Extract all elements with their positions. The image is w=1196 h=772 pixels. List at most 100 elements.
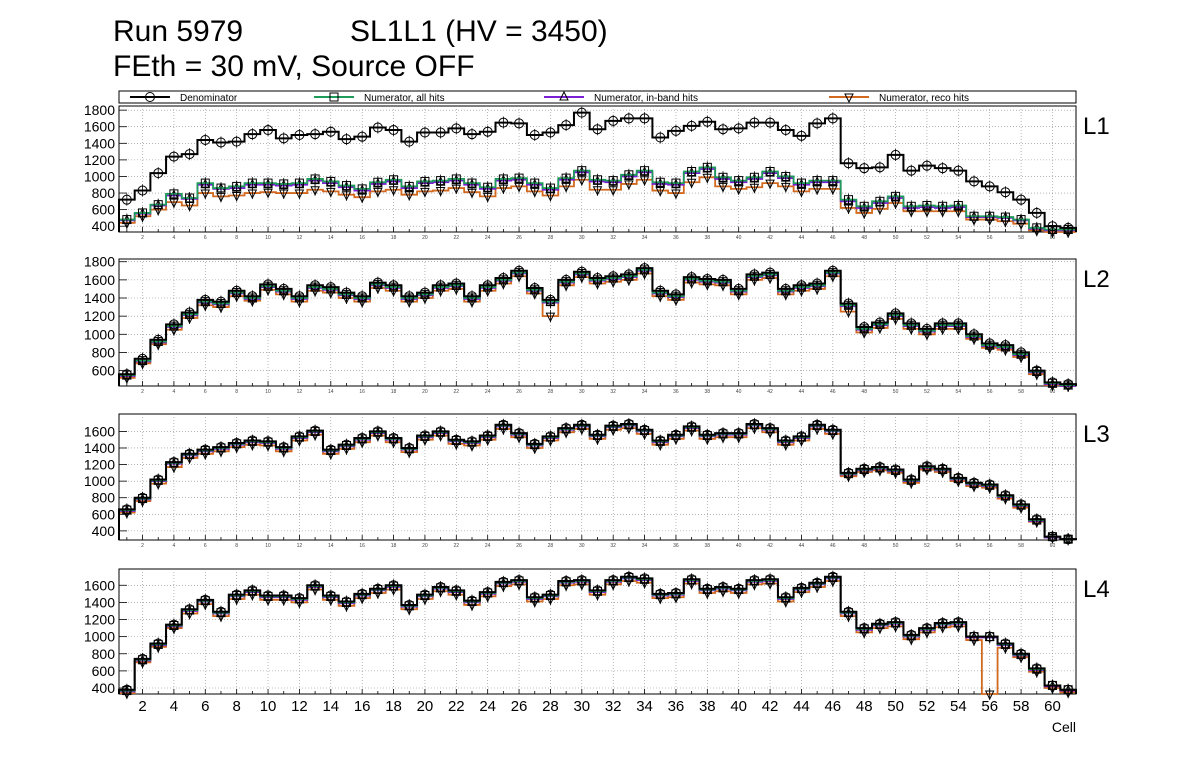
data-point	[372, 426, 383, 437]
x-tick-label: 6	[204, 389, 207, 395]
data-point	[325, 444, 336, 455]
data-point	[419, 430, 430, 441]
data-point	[215, 606, 226, 617]
x-tick-label: 60	[1044, 698, 1061, 715]
series-line	[118, 176, 1076, 233]
data-point	[545, 294, 556, 305]
data-point	[1000, 638, 1011, 649]
data-point	[561, 120, 572, 131]
data-point	[168, 319, 179, 330]
y-tick-label: 800	[92, 646, 116, 662]
data-point	[921, 461, 932, 472]
data-point	[780, 592, 791, 603]
x-tick-label: 60	[1050, 389, 1056, 395]
data-point	[859, 463, 870, 474]
x-tick-label: 60	[1050, 543, 1056, 549]
data-point	[937, 163, 948, 174]
data-point	[827, 571, 838, 582]
data-point	[733, 123, 744, 134]
x-tick-label: 6	[204, 543, 207, 549]
data-point	[514, 265, 525, 276]
data-point	[184, 448, 195, 459]
data-point	[702, 273, 713, 284]
x-tick-label: 46	[830, 389, 836, 395]
panel-label: L4	[1083, 576, 1110, 603]
x-tick-label: 38	[705, 235, 711, 241]
x-tick-label: 56	[987, 235, 993, 241]
x-tick-label: 16	[359, 543, 365, 549]
data-point	[1031, 207, 1042, 218]
y-tick-label: 1400	[84, 440, 115, 456]
data-point	[969, 329, 980, 340]
x-tick-label: 14	[322, 698, 339, 715]
data-point	[310, 174, 320, 184]
data-point	[153, 334, 164, 345]
data-point	[843, 298, 854, 309]
data-point	[639, 113, 650, 124]
data-point	[843, 467, 854, 478]
x-tick-label: 12	[297, 543, 303, 549]
data-point	[294, 593, 305, 604]
legend-entry: Numerator, reco hits	[829, 93, 969, 104]
data-point	[639, 573, 650, 584]
data-point	[1000, 490, 1011, 501]
data-point	[467, 178, 477, 188]
data-point	[624, 170, 634, 180]
data-point	[623, 571, 634, 582]
x-tick-label: 8	[235, 235, 238, 241]
data-point	[169, 189, 179, 199]
data-point	[388, 580, 399, 591]
data-point	[670, 289, 681, 300]
data-point	[890, 464, 901, 475]
x-tick-label: 58	[1013, 698, 1030, 715]
data-point	[937, 617, 948, 628]
data-point	[733, 428, 744, 439]
data-point	[686, 574, 697, 585]
data-point	[639, 424, 650, 435]
y-tick-label: 1400	[84, 135, 115, 151]
data-point	[215, 137, 226, 148]
data-point	[451, 174, 461, 184]
data-point	[796, 178, 806, 188]
data-point	[529, 592, 540, 603]
x-tick-label: 40	[736, 543, 742, 549]
data-point	[153, 200, 163, 210]
x-tick-label: 28	[542, 698, 559, 715]
x-tick-label: 20	[422, 235, 428, 241]
y-tick-label: 400	[92, 680, 116, 696]
y-tick-label: 1600	[84, 119, 115, 135]
data-point	[451, 123, 462, 134]
x-tick-label: 4	[173, 389, 176, 395]
data-point	[687, 166, 697, 176]
y-tick-label: 800	[92, 490, 116, 506]
data-point	[357, 184, 367, 194]
data-point	[137, 492, 148, 503]
data-point	[749, 117, 760, 128]
x-tick-label: 24	[485, 543, 491, 549]
data-point	[576, 107, 587, 118]
y-tick-label: 1000	[84, 629, 115, 645]
x-tick-label: 10	[260, 698, 277, 715]
data-point	[498, 117, 509, 128]
data-point	[482, 430, 493, 441]
x-tick-label: 12	[297, 235, 303, 241]
data-point	[294, 431, 305, 442]
data-point	[969, 631, 980, 642]
data-point	[357, 291, 368, 302]
data-point	[1047, 531, 1058, 542]
x-tick-label: 36	[673, 389, 679, 395]
x-tick-label: 36	[673, 543, 679, 549]
x-tick-label: 32	[610, 235, 616, 241]
data-point	[984, 479, 995, 490]
data-point	[482, 587, 493, 598]
x-tick-label: 22	[454, 389, 460, 395]
data-point	[718, 274, 729, 285]
x-tick-label: 30	[579, 235, 585, 241]
legend-entry: Denominator	[130, 92, 238, 104]
y-tick-label: 1000	[84, 168, 115, 184]
data-point	[529, 438, 540, 449]
legend-marker	[559, 90, 569, 101]
x-tick-label: 44	[799, 543, 805, 549]
data-point	[875, 196, 885, 206]
